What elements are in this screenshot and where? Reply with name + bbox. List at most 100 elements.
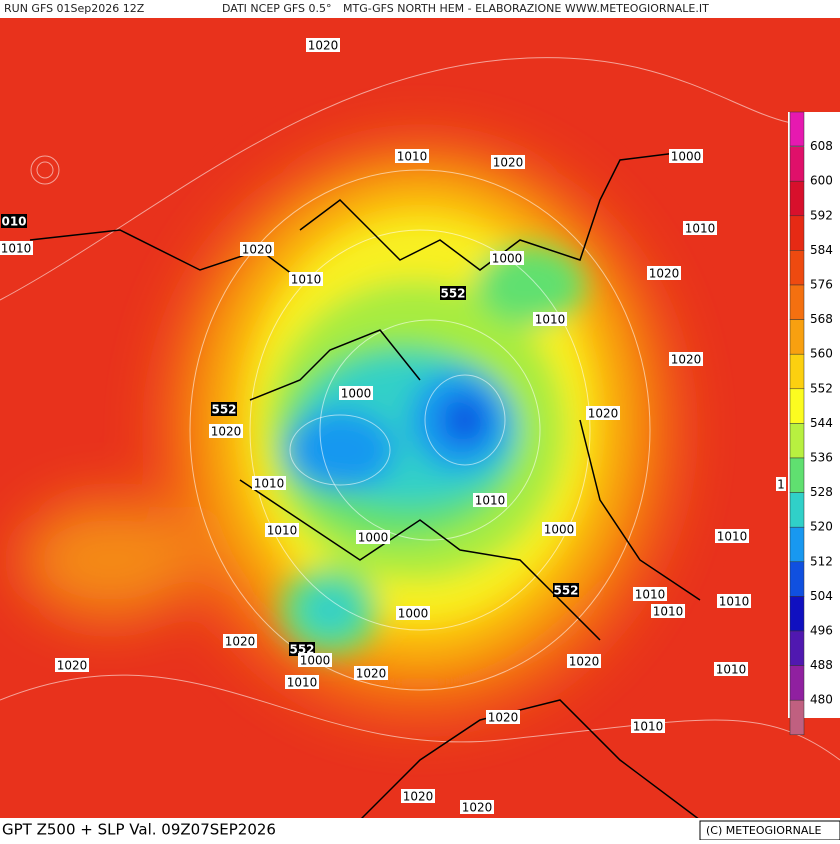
label-box	[473, 493, 507, 507]
legend-swatch	[789, 388, 805, 424]
label-box	[491, 155, 525, 169]
pressure-label: 1020	[225, 635, 256, 649]
legend-label: 528	[810, 485, 833, 499]
label-box	[567, 654, 601, 668]
legend-swatch	[789, 596, 805, 632]
height-label: 010	[1, 215, 26, 229]
pressure-label: 1010	[1, 242, 32, 256]
label-box	[395, 149, 429, 163]
legend-swatch	[789, 180, 805, 217]
label-box	[223, 634, 257, 648]
pressure-label: 1020	[671, 353, 702, 367]
pressure-label: 1010	[535, 313, 566, 327]
footer-bar	[0, 818, 840, 840]
label-box	[240, 242, 274, 256]
legend-label: 544	[810, 416, 833, 430]
header-bar	[0, 0, 840, 18]
pressure-label: 1010	[397, 150, 428, 164]
label-box	[0, 241, 33, 255]
pressure-label: 1000	[300, 654, 331, 668]
pressure-label: 1010	[653, 605, 684, 619]
pressure-label: 1	[777, 478, 785, 492]
label-box	[669, 352, 703, 366]
pressure-label: 1020	[308, 39, 339, 53]
legend-swatch	[789, 492, 805, 528]
height-label: 552	[553, 584, 578, 598]
pressure-label: 1010	[719, 595, 750, 609]
legend-swatch	[789, 561, 805, 597]
label-box	[401, 789, 435, 803]
label-box	[285, 675, 319, 689]
legend-label: 480	[810, 693, 833, 707]
label-box	[553, 583, 579, 597]
legend-label: 488	[810, 658, 833, 672]
pressure-label: 1020	[57, 659, 88, 673]
label-box	[460, 800, 494, 814]
pressure-label: 1000	[341, 387, 372, 401]
label-box	[633, 587, 667, 601]
label-box	[306, 38, 340, 52]
pressure-label: 1010	[287, 676, 318, 690]
pressure-label: 1010	[475, 494, 506, 508]
label-box	[356, 530, 390, 544]
pressure-label: 1020	[569, 655, 600, 669]
label-box	[486, 710, 520, 724]
legend-swatch	[789, 526, 805, 563]
pressure-label: 1020	[649, 267, 680, 281]
label-box	[1, 214, 27, 228]
label-box	[715, 529, 749, 543]
pressure-label: 1020	[488, 711, 519, 725]
legend-swatch	[789, 353, 805, 390]
pressure-label: 1020	[588, 407, 619, 421]
label-box	[651, 604, 685, 618]
pressure-label: 1000	[492, 252, 523, 266]
isobars	[0, 57, 840, 761]
legend-swatch	[789, 215, 805, 251]
label-box	[542, 522, 576, 536]
legend-swatch	[789, 699, 805, 736]
legend-label: 584	[810, 243, 833, 257]
label-box	[55, 658, 89, 672]
legend-label: 504	[810, 589, 833, 603]
label-box	[265, 523, 299, 537]
label-box	[776, 477, 786, 491]
label-box	[683, 221, 717, 235]
legend-swatch	[789, 423, 805, 459]
pressure-label: 1000	[398, 607, 429, 621]
footer-title: GPT Z500 + SLP Val. 09Z07SEP2026	[2, 821, 276, 839]
legend-label: 552	[810, 381, 833, 395]
legend-label: 600	[810, 174, 833, 188]
label-box	[211, 402, 237, 416]
legend-swatch	[789, 630, 805, 666]
legend-label: 536	[810, 451, 833, 465]
label-box	[396, 606, 430, 620]
pressure-label: 1010	[716, 663, 747, 677]
legend-label: 496	[810, 624, 833, 638]
contour-labels: 1020 1010 1020 1000 010 1010 1020 1010 1010 1000 5…	[0, 38, 786, 815]
label-box	[339, 386, 373, 400]
label-box	[533, 312, 567, 326]
label-box	[289, 272, 323, 286]
legend-swatch	[789, 111, 805, 147]
pressure-label: 1020	[493, 156, 524, 170]
label-box	[714, 662, 748, 676]
pressure-label: 1000	[671, 150, 702, 164]
legend-swatch	[789, 665, 805, 701]
legend-label: 568	[810, 312, 833, 326]
legend-swatch	[789, 146, 805, 182]
legend-label: 512	[810, 554, 833, 568]
source-label: DATI NCEP GFS 0.5°	[222, 2, 332, 15]
pressure-label: 1010	[291, 273, 322, 287]
copyright: (C) METEOGIORNALE	[706, 824, 821, 837]
pressure-label: 1010	[267, 524, 298, 538]
label-box	[717, 594, 751, 608]
height-label: 552	[440, 287, 465, 301]
legend-swatch	[789, 250, 805, 286]
legend-swatch	[789, 284, 805, 320]
legend: 608 600 592 584 576 568 560 552 544 536 528 520 512 5…	[789, 111, 833, 736]
credit-label: MTG-GFS NORTH HEM - ELABORAZIONE WWW.MET…	[343, 2, 709, 15]
pressure-label: 1000	[544, 523, 575, 537]
run-label: RUN GFS 01Sep2026 12Z	[4, 2, 145, 15]
pressure-label: 1010	[633, 720, 664, 734]
